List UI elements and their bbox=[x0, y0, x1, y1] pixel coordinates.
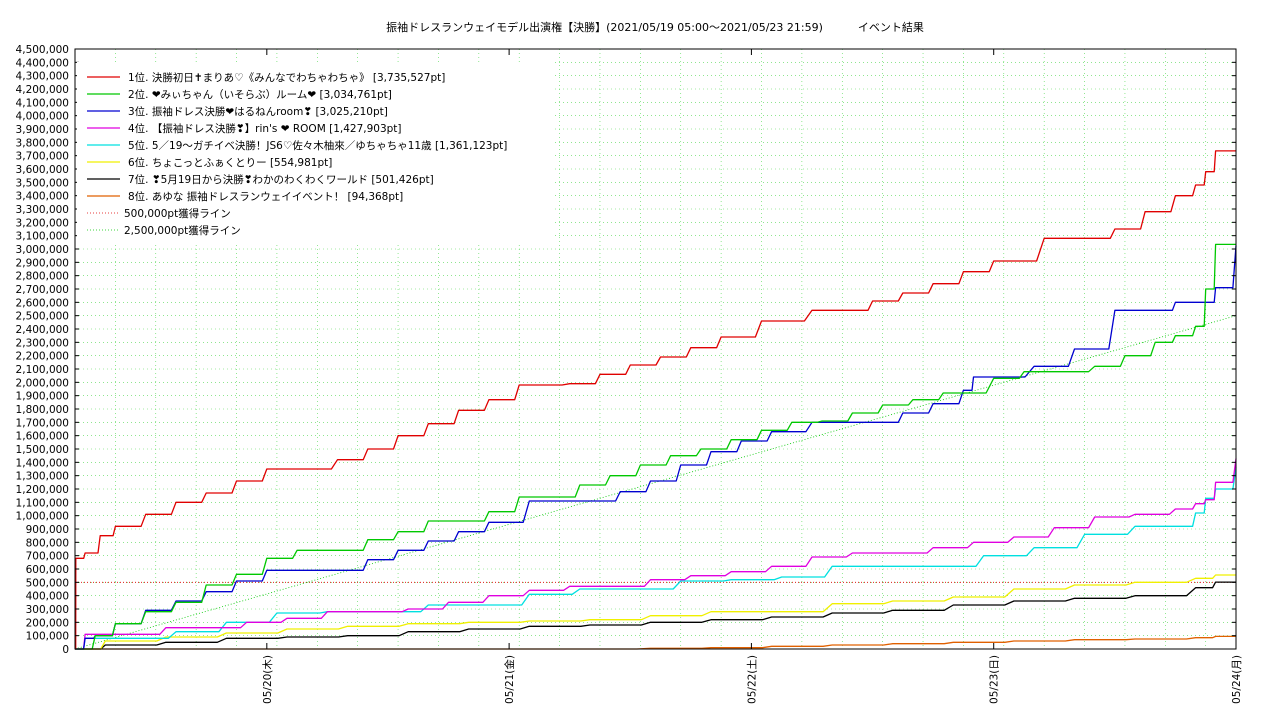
legend-label-3: 3位. 振袖ドレス決勝❤はるねんroom❣ [3,025,210pt] bbox=[128, 105, 388, 118]
y-tick-label: 1,800,000 bbox=[16, 404, 69, 416]
y-tick-label: 1,300,000 bbox=[16, 471, 69, 483]
legend-label-7: 7位. ❣5月19日から決勝❣わかのわくわくワールド [501,426pt] bbox=[128, 173, 434, 186]
y-tick-label: 400,000 bbox=[26, 591, 69, 603]
y-tick-label: 3,300,000 bbox=[16, 204, 69, 216]
y-tick-label: 2,100,000 bbox=[16, 364, 69, 376]
y-tick-label: 4,400,000 bbox=[16, 57, 69, 69]
y-tick-label: 2,500,000 bbox=[16, 311, 69, 323]
legend-label-2: 2位. ❤みぃちゃん（いそらぶ）ルーム❤ [3,034,761pt] bbox=[128, 88, 392, 101]
plot-border bbox=[74, 48, 1237, 650]
reference-line-2500k bbox=[74, 315, 1237, 650]
series-group bbox=[75, 150, 1237, 650]
y-tick-label: 2,300,000 bbox=[16, 337, 69, 349]
legend-label-4: 4位. 【振袖ドレス決勝❣】rin's ❤ ROOM [1,427,903pt] bbox=[128, 122, 402, 135]
legend-label-8: 8位. あゆな 振袖ドレスランウェイイベント！ [94,368pt] bbox=[128, 190, 403, 203]
y-tick-label: 600,000 bbox=[26, 564, 69, 576]
chart-title: 振袖ドレスランウェイモデル出演権【決勝】(2021/05/19 05:00〜20… bbox=[386, 21, 924, 34]
y-tick-label: 3,400,000 bbox=[16, 191, 69, 203]
y-tick-label: 900,000 bbox=[26, 524, 69, 536]
series-line-6 bbox=[75, 574, 1236, 650]
y-tick-label: 2,600,000 bbox=[16, 297, 69, 309]
y-tick-label: 1,200,000 bbox=[16, 484, 69, 496]
y-tick-label: 4,000,000 bbox=[16, 111, 69, 123]
y-tick-label: 0 bbox=[62, 644, 69, 656]
legend-label-6: 6位. ちょこっとふぁくとりー [554,981pt] bbox=[128, 156, 332, 169]
series-line-7 bbox=[75, 581, 1236, 650]
y-tick-label: 1,400,000 bbox=[16, 457, 69, 469]
y-tick-label: 2,400,000 bbox=[16, 324, 69, 336]
y-tick-label: 3,500,000 bbox=[16, 177, 69, 189]
series-line-4 bbox=[75, 458, 1237, 650]
x-tick-label: 05/24(月) bbox=[1231, 655, 1243, 704]
y-tick-label: 1,000,000 bbox=[16, 511, 69, 523]
legend-label-1: 1位. 決勝初日✝まりあ♡《みんなでわちゃわちゃ》 [3,735,527pt] bbox=[128, 71, 445, 84]
y-tick-label: 2,800,000 bbox=[16, 271, 69, 283]
y-tick-label: 1,600,000 bbox=[16, 431, 69, 443]
x-tick-label: 05/20(木) bbox=[262, 655, 274, 704]
legend-ref-label-1: 500,000pt獲得ライン bbox=[124, 207, 231, 220]
y-tick-label: 3,700,000 bbox=[16, 151, 69, 163]
y-tick-label: 200,000 bbox=[26, 617, 69, 629]
legend: 1位. 決勝初日✝まりあ♡《みんなでわちゃわちゃ》 [3,735,527pt] 2… bbox=[77, 62, 555, 242]
y-tick-label: 3,200,000 bbox=[16, 217, 69, 229]
y-tick-label: 2,000,000 bbox=[16, 377, 69, 389]
y-tick-label: 4,500,000 bbox=[16, 44, 69, 56]
series-line-8 bbox=[75, 635, 1236, 650]
y-tick-label: 4,300,000 bbox=[16, 71, 69, 83]
y-tick-label: 4,200,000 bbox=[16, 84, 69, 96]
y-tick-label: 1,100,000 bbox=[16, 497, 69, 509]
y-tick-label: 3,600,000 bbox=[16, 164, 69, 176]
legend-label-5: 5位. 5／19〜ガチイベ決勝！JS6♡佐々木柚來／ゆちゃちゃ11歳 [1,36… bbox=[128, 139, 507, 152]
y-tick-label: 1,500,000 bbox=[16, 444, 69, 456]
series-line-2 bbox=[75, 243, 1236, 650]
y-tick-label: 300,000 bbox=[26, 604, 69, 616]
y-tick-label: 2,700,000 bbox=[16, 284, 69, 296]
y-tick-label: 3,900,000 bbox=[16, 124, 69, 136]
y-tick-label: 2,200,000 bbox=[16, 351, 69, 363]
x-tick-label: 05/23(日) bbox=[989, 655, 1001, 704]
series-line-3 bbox=[75, 245, 1237, 650]
x-tick-label: 05/21(金) bbox=[503, 655, 516, 704]
y-tick-label: 2,900,000 bbox=[16, 257, 69, 269]
reference-lines bbox=[74, 315, 1237, 650]
y-tick-label: 700,000 bbox=[26, 551, 69, 563]
y-tick-label: 1,700,000 bbox=[16, 417, 69, 429]
legend-ref-label-2: 2,500,000pt獲得ライン bbox=[124, 224, 241, 237]
y-tick-label: 4,100,000 bbox=[16, 97, 69, 109]
y-tick-label: 3,000,000 bbox=[16, 244, 69, 256]
legend-box bbox=[77, 62, 555, 242]
y-tick-label: 500,000 bbox=[26, 577, 69, 589]
y-tick-label: 3,100,000 bbox=[16, 231, 69, 243]
x-tick-label: 05/22(土) bbox=[745, 655, 758, 704]
y-tick-label: 3,800,000 bbox=[16, 137, 69, 149]
y-tick-label: 100,000 bbox=[26, 631, 69, 643]
series-line-1 bbox=[75, 150, 1236, 650]
y-tick-label: 1,900,000 bbox=[16, 391, 69, 403]
y-tick-label: 800,000 bbox=[26, 537, 69, 549]
